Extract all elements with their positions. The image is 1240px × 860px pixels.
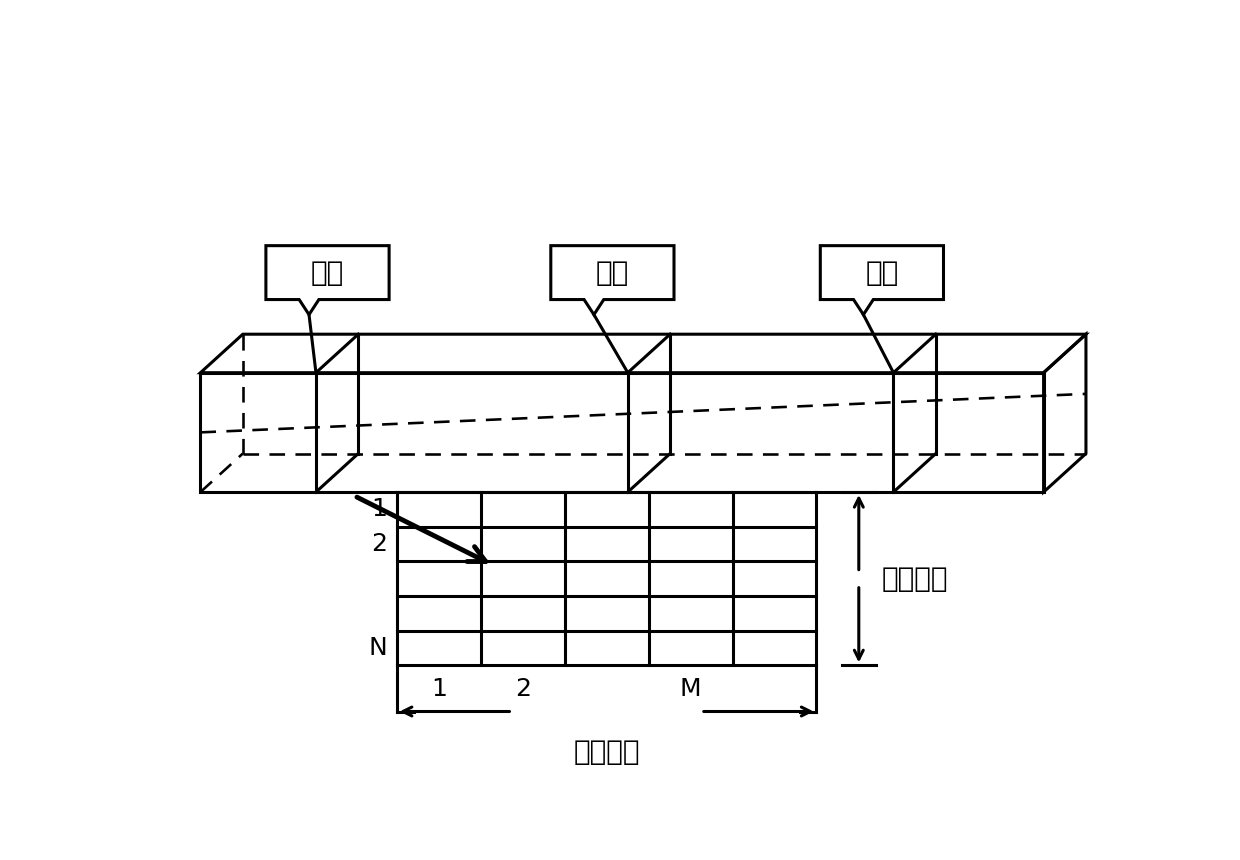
Polygon shape <box>551 246 675 315</box>
Text: N: N <box>368 636 388 660</box>
Text: M: M <box>680 677 702 701</box>
Polygon shape <box>821 246 944 315</box>
Text: 头部: 头部 <box>311 259 345 286</box>
Text: 厚度方向: 厚度方向 <box>882 565 949 593</box>
Text: 1: 1 <box>430 677 446 701</box>
Polygon shape <box>265 246 389 315</box>
Text: 中部: 中部 <box>595 259 629 286</box>
Text: 2: 2 <box>515 677 531 701</box>
Text: 1: 1 <box>372 497 388 521</box>
Text: 2: 2 <box>372 532 388 556</box>
Text: 尾部: 尾部 <box>866 259 899 286</box>
Text: 宽度方向: 宽度方向 <box>573 739 640 766</box>
